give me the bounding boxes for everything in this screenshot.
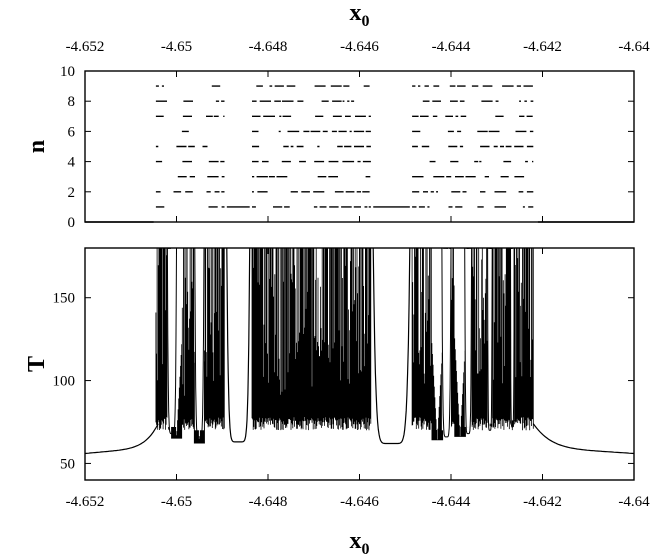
- bottom-x-tick-label-4: -4.644: [432, 494, 471, 510]
- bottom-chaotic-band-2: [411, 248, 534, 441]
- bottom-band-gap-4: [487, 249, 493, 424]
- bottom-window-curve-1: [372, 247, 411, 445]
- top-y-tick-label-4: 8: [68, 94, 76, 110]
- top-y-tick-label-3: 6: [68, 124, 76, 140]
- top-panel: -4.652 -4.65 -4.648 -4.646 -4.644 -4.642 -4.64…: [24, 0, 650, 231]
- bottom-panel: -4.652 -4.65 -4.648 -4.646 -4.644 -4.642 -4.64…: [24, 247, 650, 558]
- bottom-y-tick-label-1: 100: [53, 374, 76, 390]
- top-x-axis-title: x0: [350, 0, 370, 30]
- bottom-chaotic-band-1: [251, 248, 372, 431]
- bottom-band-gap-1: [194, 249, 204, 431]
- bottom-x-tick-label-2: -4.648: [249, 494, 288, 510]
- top-y-tick-label-5: 10: [60, 64, 75, 80]
- bottom-gap-curve-5: [510, 247, 515, 428]
- top-x-tick-label-0: -4.652: [66, 39, 105, 55]
- top-marks: [85, 85, 634, 223]
- bottom-x-tick-label-6: -4.64: [618, 494, 650, 510]
- top-x-tick-label-4: -4.644: [432, 39, 471, 55]
- bottom-gap-curve-3: [464, 247, 473, 435]
- bottom-gap-curve-2: [441, 247, 452, 438]
- bottom-gap-curve-0: [166, 247, 177, 435]
- top-x-tick-label-2: -4.648: [249, 39, 288, 55]
- bottom-marks: [84, 247, 635, 455]
- bottom-x-tick-label-1: -4.65: [161, 494, 192, 510]
- top-y-axis-title: n: [24, 140, 50, 153]
- bottom-x-tick-label-0: -4.652: [66, 494, 105, 510]
- bottom-x-axis-title-sub: 0: [362, 541, 370, 558]
- top-y-tick-label-0: 0: [68, 215, 76, 231]
- top-x-ticks: -4.652 -4.65 -4.648 -4.646 -4.644 -4.642 -4.64: [66, 39, 650, 222]
- bottom-y-tick-label-0: 50: [60, 456, 75, 472]
- bottom-x-tick-label-3: -4.646: [340, 494, 379, 510]
- top-x-axis-title-main: x: [350, 0, 362, 26]
- top-y-tick-label-2: 4: [68, 155, 76, 171]
- bottom-x-axis-title-main: x: [350, 528, 362, 554]
- bottom-band-gap-5: [510, 249, 515, 421]
- bottom-left-smooth-curve: [84, 423, 159, 455]
- bottom-band-gap-3: [464, 249, 472, 427]
- bottom-x-ticks: -4.652 -4.65 -4.648 -4.646 -4.644 -4.642 -4.64: [66, 248, 650, 510]
- top-x-axis-title-sub: 0: [362, 13, 370, 30]
- bottom-y-axis-title: T: [24, 356, 50, 372]
- bottom-chaotic-band-0: [155, 248, 225, 444]
- bottom-band-gap-0: [167, 249, 177, 427]
- top-y-ticks: 0 2 4 6 8 10: [60, 64, 634, 231]
- bottom-band-gap-2: [441, 249, 451, 431]
- bottom-gap-curve-1: [194, 247, 205, 438]
- bottom-gap-curve-4: [487, 247, 493, 431]
- top-x-tick-label-5: -4.642: [523, 39, 562, 55]
- top-x-tick-label-3: -4.646: [340, 39, 379, 55]
- bottom-x-tick-label-5: -4.642: [523, 494, 562, 510]
- top-y-tick-label-1: 2: [68, 185, 76, 201]
- top-x-tick-label-6: -4.64: [618, 39, 650, 55]
- bottom-right-smooth-curve: [532, 423, 635, 455]
- bottom-y-tick-label-2: 150: [53, 291, 76, 307]
- top-x-tick-label-1: -4.65: [161, 39, 192, 55]
- bottom-x-axis-title: x0: [350, 528, 370, 558]
- bottom-window-curve-0: [226, 247, 251, 443]
- bottom-y-ticks: 50 100 150: [53, 291, 634, 472]
